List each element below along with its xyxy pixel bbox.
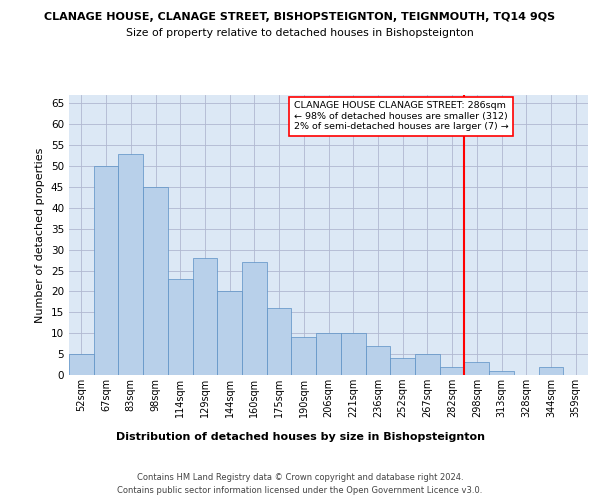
Bar	[94, 166, 118, 375]
Bar	[217, 292, 242, 375]
Bar	[316, 333, 341, 375]
Bar	[193, 258, 217, 375]
Bar	[242, 262, 267, 375]
Bar	[267, 308, 292, 375]
Bar	[390, 358, 415, 375]
Bar	[415, 354, 440, 375]
Bar	[365, 346, 390, 375]
Bar	[143, 187, 168, 375]
Text: Contains public sector information licensed under the Open Government Licence v3: Contains public sector information licen…	[118, 486, 482, 495]
Bar	[69, 354, 94, 375]
Bar	[539, 366, 563, 375]
Bar	[464, 362, 489, 375]
Bar	[440, 366, 464, 375]
Text: CLANAGE HOUSE CLANAGE STREET: 286sqm
← 98% of detached houses are smaller (312)
: CLANAGE HOUSE CLANAGE STREET: 286sqm ← 9…	[294, 102, 509, 131]
Bar	[489, 371, 514, 375]
Bar	[168, 279, 193, 375]
Bar	[292, 338, 316, 375]
Bar	[341, 333, 365, 375]
Text: Distribution of detached houses by size in Bishopsteignton: Distribution of detached houses by size …	[115, 432, 485, 442]
Text: Contains HM Land Registry data © Crown copyright and database right 2024.: Contains HM Land Registry data © Crown c…	[137, 472, 463, 482]
Text: CLANAGE HOUSE, CLANAGE STREET, BISHOPSTEIGNTON, TEIGNMOUTH, TQ14 9QS: CLANAGE HOUSE, CLANAGE STREET, BISHOPSTE…	[44, 12, 556, 22]
Text: Size of property relative to detached houses in Bishopsteignton: Size of property relative to detached ho…	[126, 28, 474, 38]
Y-axis label: Number of detached properties: Number of detached properties	[35, 148, 46, 322]
Bar	[118, 154, 143, 375]
